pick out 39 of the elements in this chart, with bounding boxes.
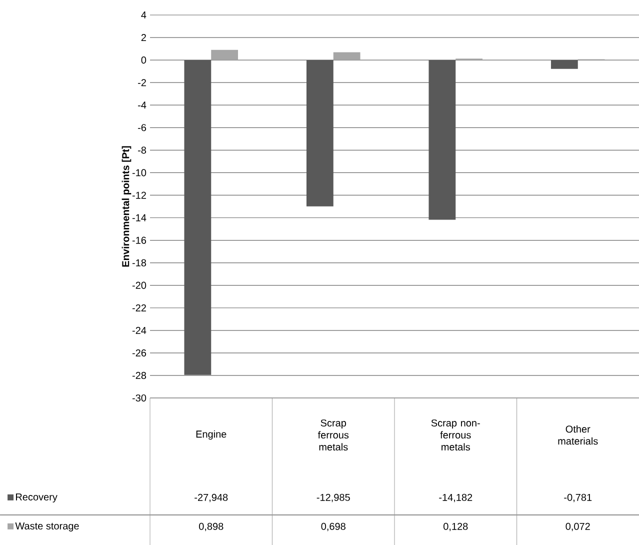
y-tick-label: -22 xyxy=(132,304,146,312)
y-tick-label: -30 xyxy=(132,394,146,402)
y-tick-label: 0 xyxy=(141,56,146,64)
legend-label: Waste storage xyxy=(15,522,79,532)
y-tick-label: -6 xyxy=(138,124,146,132)
y-tick-label: -18 xyxy=(132,259,146,266)
y-tick-label: -12 xyxy=(132,192,146,199)
y-tick-label: -26 xyxy=(132,349,146,356)
data-label: -27,948 xyxy=(194,494,228,502)
bar xyxy=(550,60,578,69)
data-label: -14,182 xyxy=(439,494,472,502)
y-tick-label: -14 xyxy=(132,214,146,222)
x-tick-label: Scrap ferrous metals xyxy=(318,419,349,451)
y-tick-label: -10 xyxy=(132,169,146,176)
data-label: 0,698 xyxy=(321,522,346,532)
data-label: 0,072 xyxy=(566,522,590,532)
x-tick-label: Other materials xyxy=(558,425,598,445)
bar xyxy=(211,50,238,60)
bar xyxy=(184,60,212,375)
y-tick-label: 4 xyxy=(141,12,146,18)
y-axis-title: Environmental points [Pt] xyxy=(122,146,132,267)
y-tick-label: -28 xyxy=(132,372,146,379)
data-label: 0,898 xyxy=(199,522,224,532)
legend-label: Recovery xyxy=(16,494,58,502)
data-label: -12,985 xyxy=(316,494,350,502)
x-tick-label: Engine xyxy=(196,430,226,440)
data-label: -0,781 xyxy=(564,494,592,502)
y-tick-label: -4 xyxy=(138,102,146,109)
bar xyxy=(333,52,360,60)
y-tick-label: -24 xyxy=(132,326,146,334)
x-tick-label: Scrap non-ferrous metals xyxy=(431,419,480,451)
y-tick-label: -20 xyxy=(132,282,146,289)
bar xyxy=(306,60,334,206)
y-tick-label: -8 xyxy=(138,146,146,154)
data-label: 0,128 xyxy=(444,522,468,532)
y-tick-label: -16 xyxy=(132,236,146,244)
bar xyxy=(428,60,456,220)
y-tick-label: 2 xyxy=(141,34,146,42)
y-tick-label: -2 xyxy=(138,79,146,86)
